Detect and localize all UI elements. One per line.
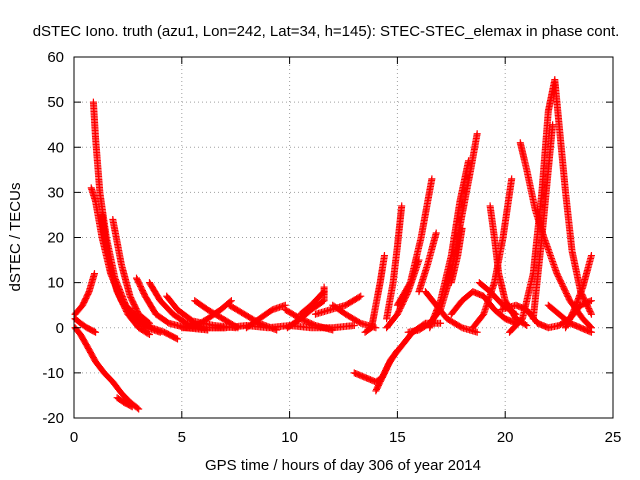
series-arc-19 (296, 288, 328, 318)
series-arc-31 (447, 224, 466, 287)
y-tick-label: 50 (47, 94, 64, 111)
plus-marker (587, 328, 595, 336)
chart-title: dSTEC Iono. truth (azu1, Lon=242, Lat=34… (33, 23, 620, 40)
series-arc-2 (71, 270, 98, 318)
plus-marker (172, 334, 180, 342)
series-arc-16 (242, 301, 289, 332)
series-arc-28 (415, 229, 440, 296)
plus-marker (145, 331, 153, 339)
plus-marker (135, 405, 143, 413)
plus-marker (587, 252, 595, 260)
y-tick-label: 20 (47, 230, 64, 247)
x-tick-label: 10 (281, 429, 298, 446)
plus-marker (127, 402, 135, 410)
y-tick-label: 0 (56, 320, 64, 337)
y-tick-label: 40 (47, 139, 64, 156)
plus-marker (511, 309, 519, 317)
plus-marker (355, 293, 363, 301)
plus-marker (128, 403, 136, 411)
plus-marker (465, 157, 473, 165)
plus-marker (587, 310, 595, 318)
x-tick-label: 20 (497, 429, 514, 446)
plus-marker (90, 270, 98, 278)
plus-marker (549, 121, 557, 129)
plus-marker (473, 328, 481, 336)
plus-marker (398, 202, 406, 210)
plus-marker (458, 224, 466, 232)
plus-marker (173, 335, 181, 343)
plus-marker (512, 310, 520, 318)
series-arc-33 (447, 288, 520, 327)
x-tick-label: 25 (605, 429, 622, 446)
series-arc-43 (544, 301, 595, 336)
series-arc-14 (191, 297, 242, 332)
series-arc-7 (109, 215, 153, 327)
series-arc-30 (426, 157, 473, 332)
y-tick-label: -10 (42, 365, 64, 382)
y-tick-label: 60 (47, 49, 64, 66)
data-series (71, 76, 595, 413)
y-axis-label: dSTEC / TECUs (7, 183, 24, 292)
y-tick-label: -20 (42, 410, 64, 427)
series-arc-8 (113, 394, 136, 411)
series-arc-32 (421, 288, 481, 336)
plus-marker (144, 318, 152, 326)
series-arc-38 (516, 139, 595, 332)
plus-marker (587, 297, 595, 305)
plus-marker (329, 326, 337, 334)
plus-marker (428, 175, 436, 183)
plus-marker (432, 229, 440, 237)
plus-marker (145, 319, 153, 327)
x-tick-label: 15 (389, 429, 406, 446)
plus-marker (357, 292, 365, 300)
series-arc-40 (529, 121, 557, 323)
plus-marker (523, 321, 531, 329)
plus-marker (273, 326, 281, 334)
series-arc-42 (562, 252, 595, 332)
y-tick-label: 10 (47, 275, 64, 292)
x-tick-label: 5 (178, 429, 186, 446)
series-arc-27 (393, 175, 436, 309)
plus-marker (144, 330, 152, 338)
plus-marker (587, 309, 595, 317)
x-tick-label: 0 (70, 429, 78, 446)
plus-marker (156, 328, 164, 336)
plus-marker (227, 297, 235, 305)
x-axis-label: GPS time / hours of day 306 of year 2014 (205, 457, 481, 474)
plus-marker (350, 321, 358, 329)
series-arc-3 (71, 315, 100, 336)
plus-marker (234, 324, 242, 332)
plus-marker (521, 321, 529, 329)
series-arc-1 (71, 324, 143, 413)
plus-marker (320, 288, 328, 296)
plus-marker (90, 328, 98, 336)
plus-marker (232, 323, 240, 331)
y-tick-label: 30 (47, 184, 64, 201)
plus-marker (473, 130, 481, 138)
plus-marker (437, 319, 445, 327)
series-arc-25 (383, 202, 406, 323)
series-arc-36 (475, 279, 520, 318)
plus-marker (508, 175, 516, 183)
series-arc-6 (98, 211, 153, 339)
plus-marker (380, 252, 388, 260)
plus-marker (319, 289, 327, 297)
axis-ticks: 0 5 10 15 20 25 -20 -10 0 10 20 30 40 50 60 (42, 49, 621, 446)
plus-marker (133, 404, 141, 412)
series-arc-24 (361, 252, 388, 336)
plus-marker (92, 328, 100, 336)
